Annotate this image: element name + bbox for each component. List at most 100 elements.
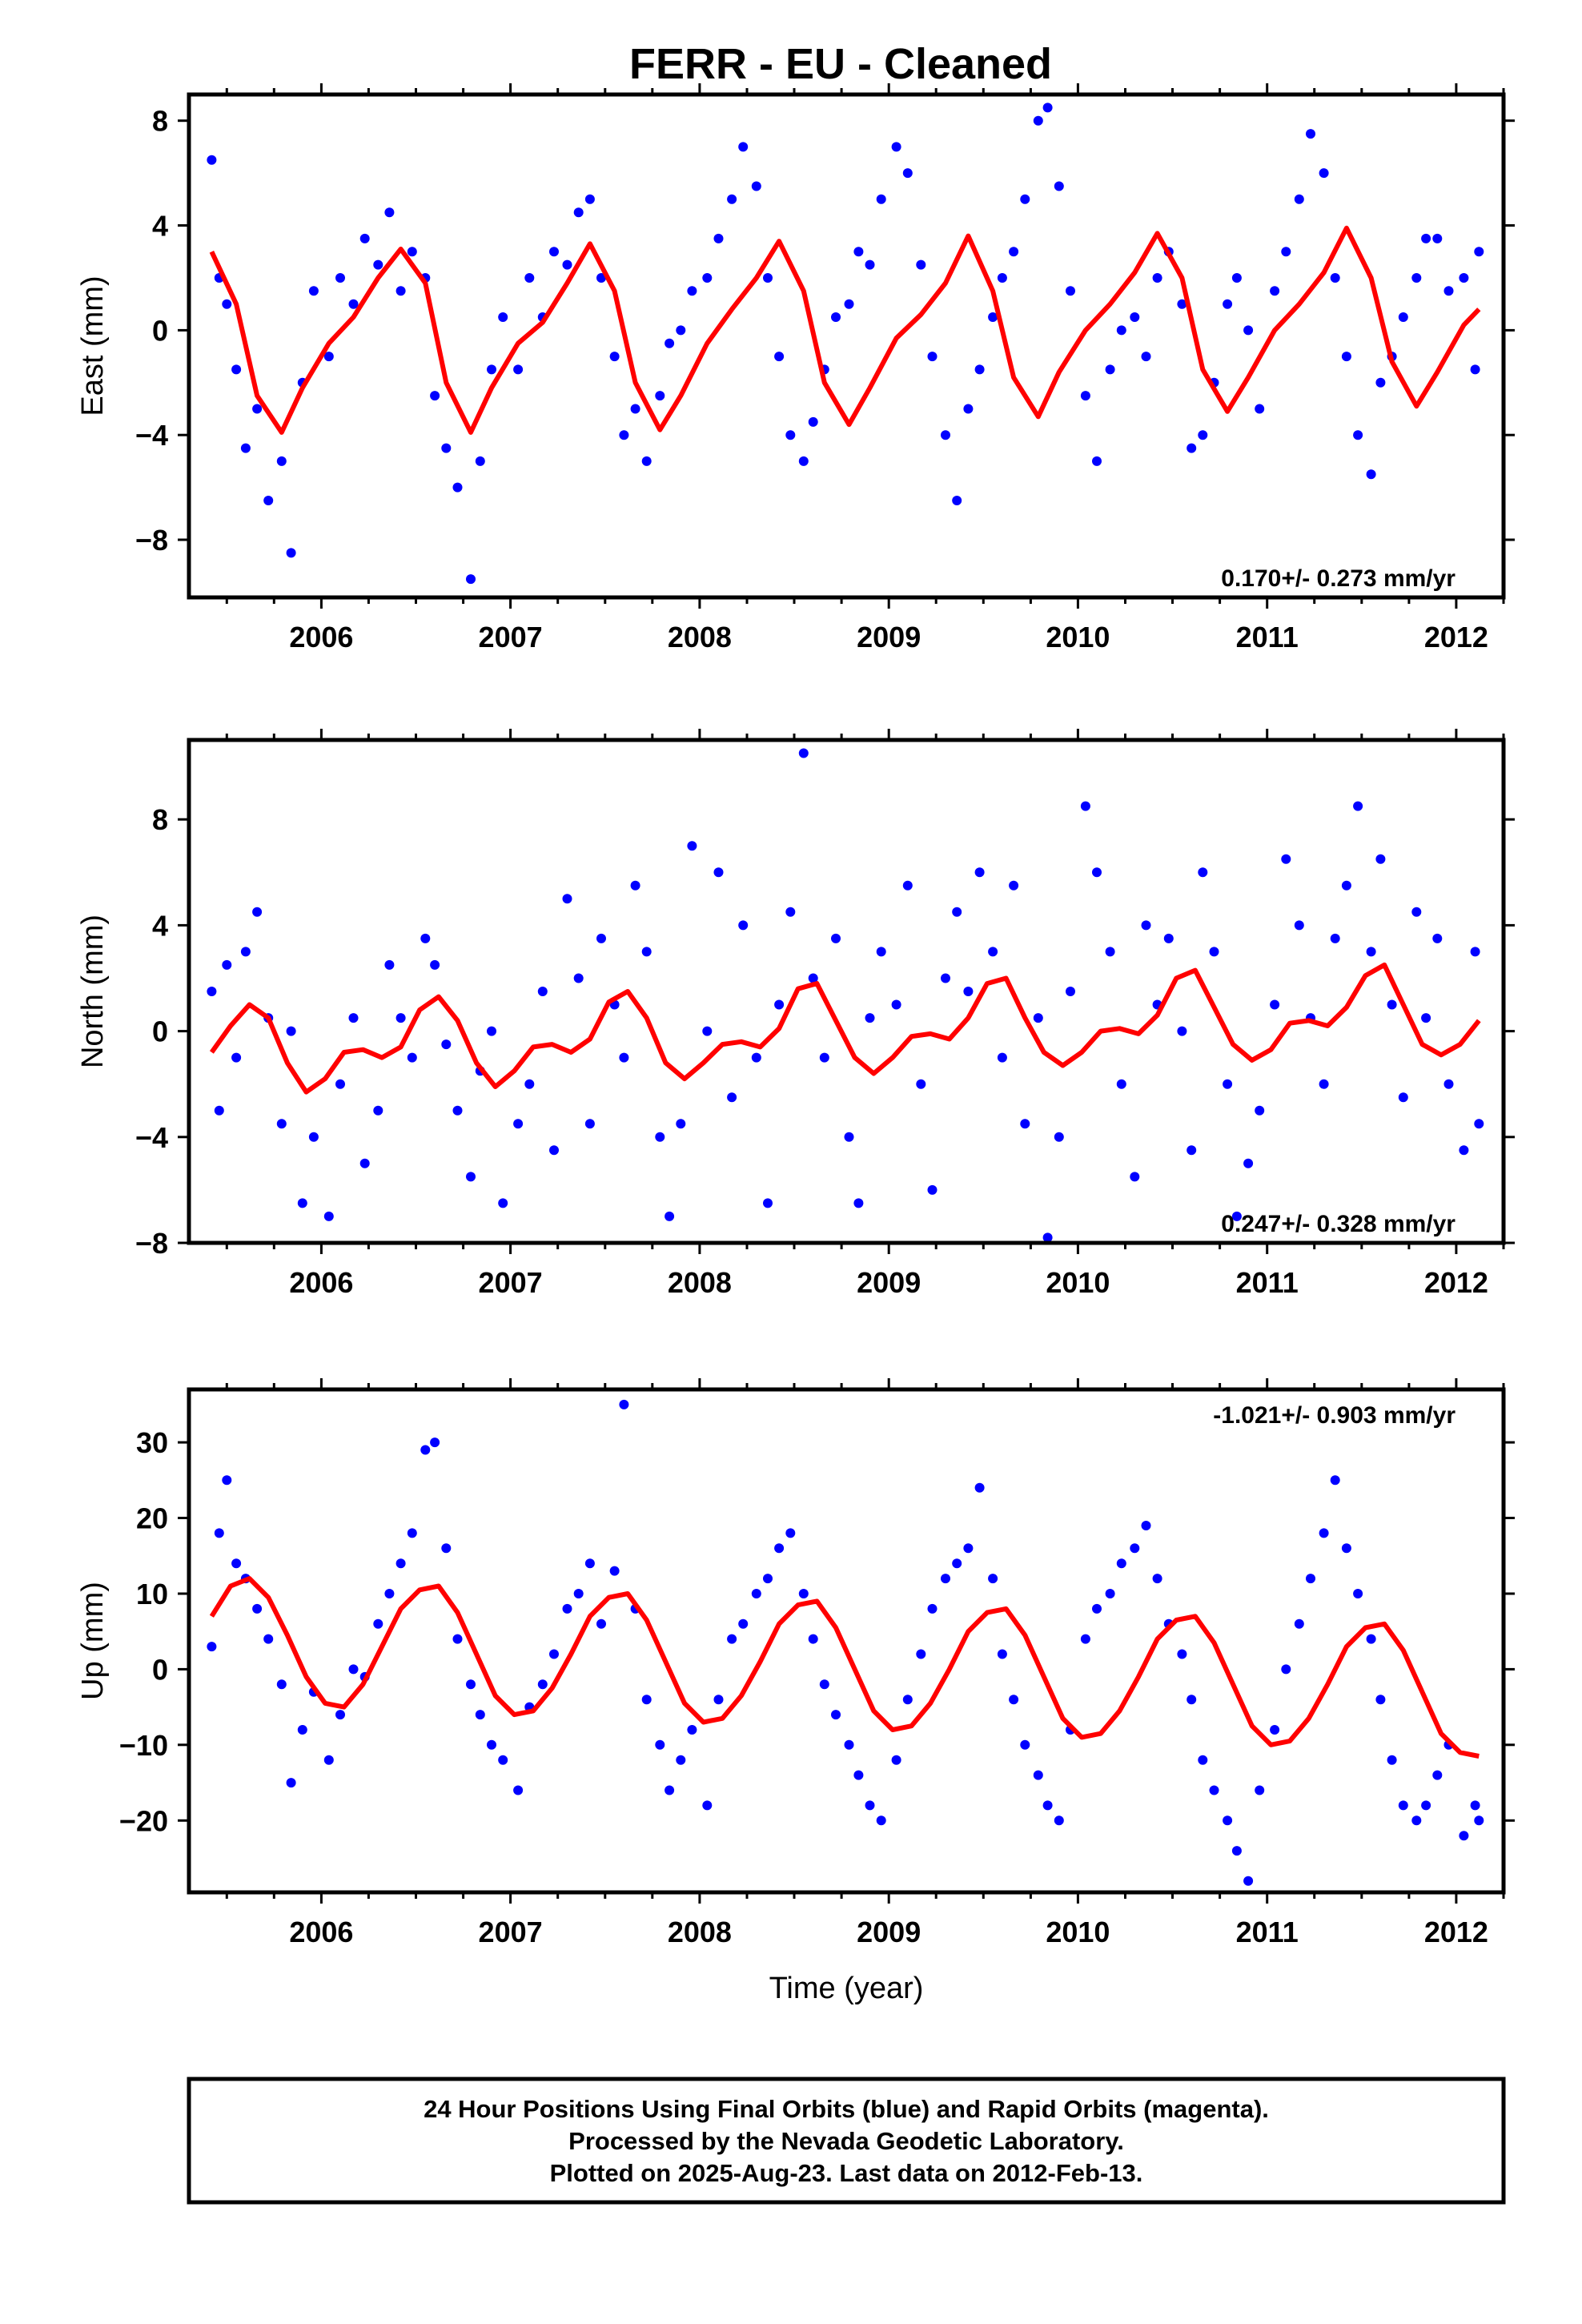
- data-point: [263, 1634, 274, 1644]
- data-point: [1375, 377, 1386, 388]
- data-point: [420, 1445, 431, 1455]
- y-tick-label: −8: [135, 1227, 168, 1260]
- data-point: [1470, 1800, 1480, 1811]
- data-point: [1033, 1013, 1043, 1023]
- data-point: [702, 1800, 713, 1811]
- data-point: [1432, 233, 1443, 243]
- data-point: [562, 1603, 572, 1614]
- data-point: [619, 1399, 629, 1409]
- data-point: [1116, 325, 1126, 336]
- data-point: [498, 1755, 508, 1765]
- data-point: [1020, 194, 1030, 204]
- rate-label: 0.247+/- 0.328 mm/yr: [1221, 1211, 1456, 1237]
- data-point: [798, 748, 809, 758]
- data-point: [1163, 933, 1174, 943]
- y-tick-label: 0: [152, 1015, 168, 1048]
- x-axis-label: Time (year): [769, 1972, 924, 2005]
- data-point: [441, 1039, 452, 1050]
- data-point: [263, 496, 274, 505]
- data-point: [1459, 1145, 1469, 1156]
- x-tick-label: 2006: [289, 1266, 353, 1299]
- data-point: [1255, 404, 1265, 414]
- data-point: [844, 1739, 854, 1750]
- data-point: [513, 1119, 524, 1129]
- data-point: [475, 456, 485, 466]
- data-point: [252, 1603, 263, 1614]
- data-point: [430, 959, 440, 970]
- data-point: [396, 1013, 406, 1023]
- data-point: [1186, 1695, 1197, 1705]
- data-point: [798, 456, 809, 466]
- data-point: [1319, 168, 1329, 179]
- y-tick-label: 8: [152, 803, 168, 836]
- data-point: [1066, 987, 1075, 996]
- data-point: [687, 286, 697, 296]
- data-point: [537, 987, 548, 996]
- data-point: [1255, 1785, 1265, 1795]
- data-point: [902, 168, 913, 179]
- data-point: [1294, 194, 1304, 204]
- data-point: [1231, 1846, 1242, 1856]
- data-point: [1294, 1618, 1304, 1629]
- data-point: [1366, 947, 1376, 957]
- footer-box: [187, 2077, 1506, 2205]
- data-point: [974, 364, 985, 375]
- data-point: [1009, 1695, 1019, 1705]
- data-point: [562, 259, 572, 270]
- data-point: [844, 1132, 854, 1142]
- data-point: [335, 1710, 345, 1720]
- y-tick-label: 30: [136, 1426, 168, 1459]
- y-tick-label: 0: [152, 1653, 168, 1686]
- data-point: [738, 920, 749, 931]
- data-point: [1141, 920, 1151, 931]
- data-point: [222, 299, 232, 309]
- data-point: [475, 1710, 485, 1720]
- data-point: [420, 933, 431, 943]
- data-point: [1330, 933, 1340, 943]
- data-point: [941, 973, 950, 983]
- data-point: [1421, 1800, 1431, 1811]
- data-point: [207, 1642, 217, 1652]
- data-point: [853, 1198, 864, 1208]
- data-point: [941, 1574, 950, 1584]
- data-point: [1033, 115, 1043, 126]
- x-tick-label: 2009: [857, 621, 921, 653]
- y-tick-label: 0: [152, 314, 168, 347]
- data-point: [323, 1211, 334, 1221]
- data-point: [1033, 1770, 1043, 1780]
- data-point: [1066, 286, 1075, 296]
- data-point: [252, 907, 263, 917]
- data-point: [609, 1566, 620, 1576]
- data-point: [231, 1052, 242, 1063]
- data-point: [1281, 1664, 1291, 1675]
- data-point: [1198, 1755, 1208, 1765]
- data-point: [231, 1558, 242, 1569]
- data-point: [941, 430, 950, 440]
- data-point: [641, 1695, 652, 1705]
- data-point: [1341, 1543, 1351, 1554]
- data-point: [763, 1574, 773, 1584]
- data-point: [808, 973, 818, 983]
- data-point: [665, 338, 675, 348]
- x-tick-label: 2012: [1424, 1916, 1488, 1948]
- data-point: [1443, 1079, 1454, 1089]
- data-point: [596, 933, 606, 943]
- data-point: [876, 194, 886, 204]
- data-point: [1421, 1013, 1431, 1023]
- data-point: [1223, 1079, 1233, 1089]
- data-point: [785, 430, 796, 440]
- data-point: [927, 352, 938, 362]
- y-axis-label: North (mm): [76, 915, 110, 1068]
- data-point: [1080, 391, 1090, 401]
- data-point: [384, 959, 395, 970]
- data-point: [963, 987, 974, 996]
- data-point: [584, 1119, 595, 1129]
- data-point: [286, 1778, 296, 1788]
- data-point: [1319, 1079, 1329, 1089]
- data-point: [902, 1695, 913, 1705]
- data-point: [1130, 1543, 1140, 1554]
- data-point: [373, 1618, 383, 1629]
- data-point: [1319, 1528, 1329, 1538]
- data-point: [831, 1710, 841, 1720]
- data-point: [222, 1475, 232, 1486]
